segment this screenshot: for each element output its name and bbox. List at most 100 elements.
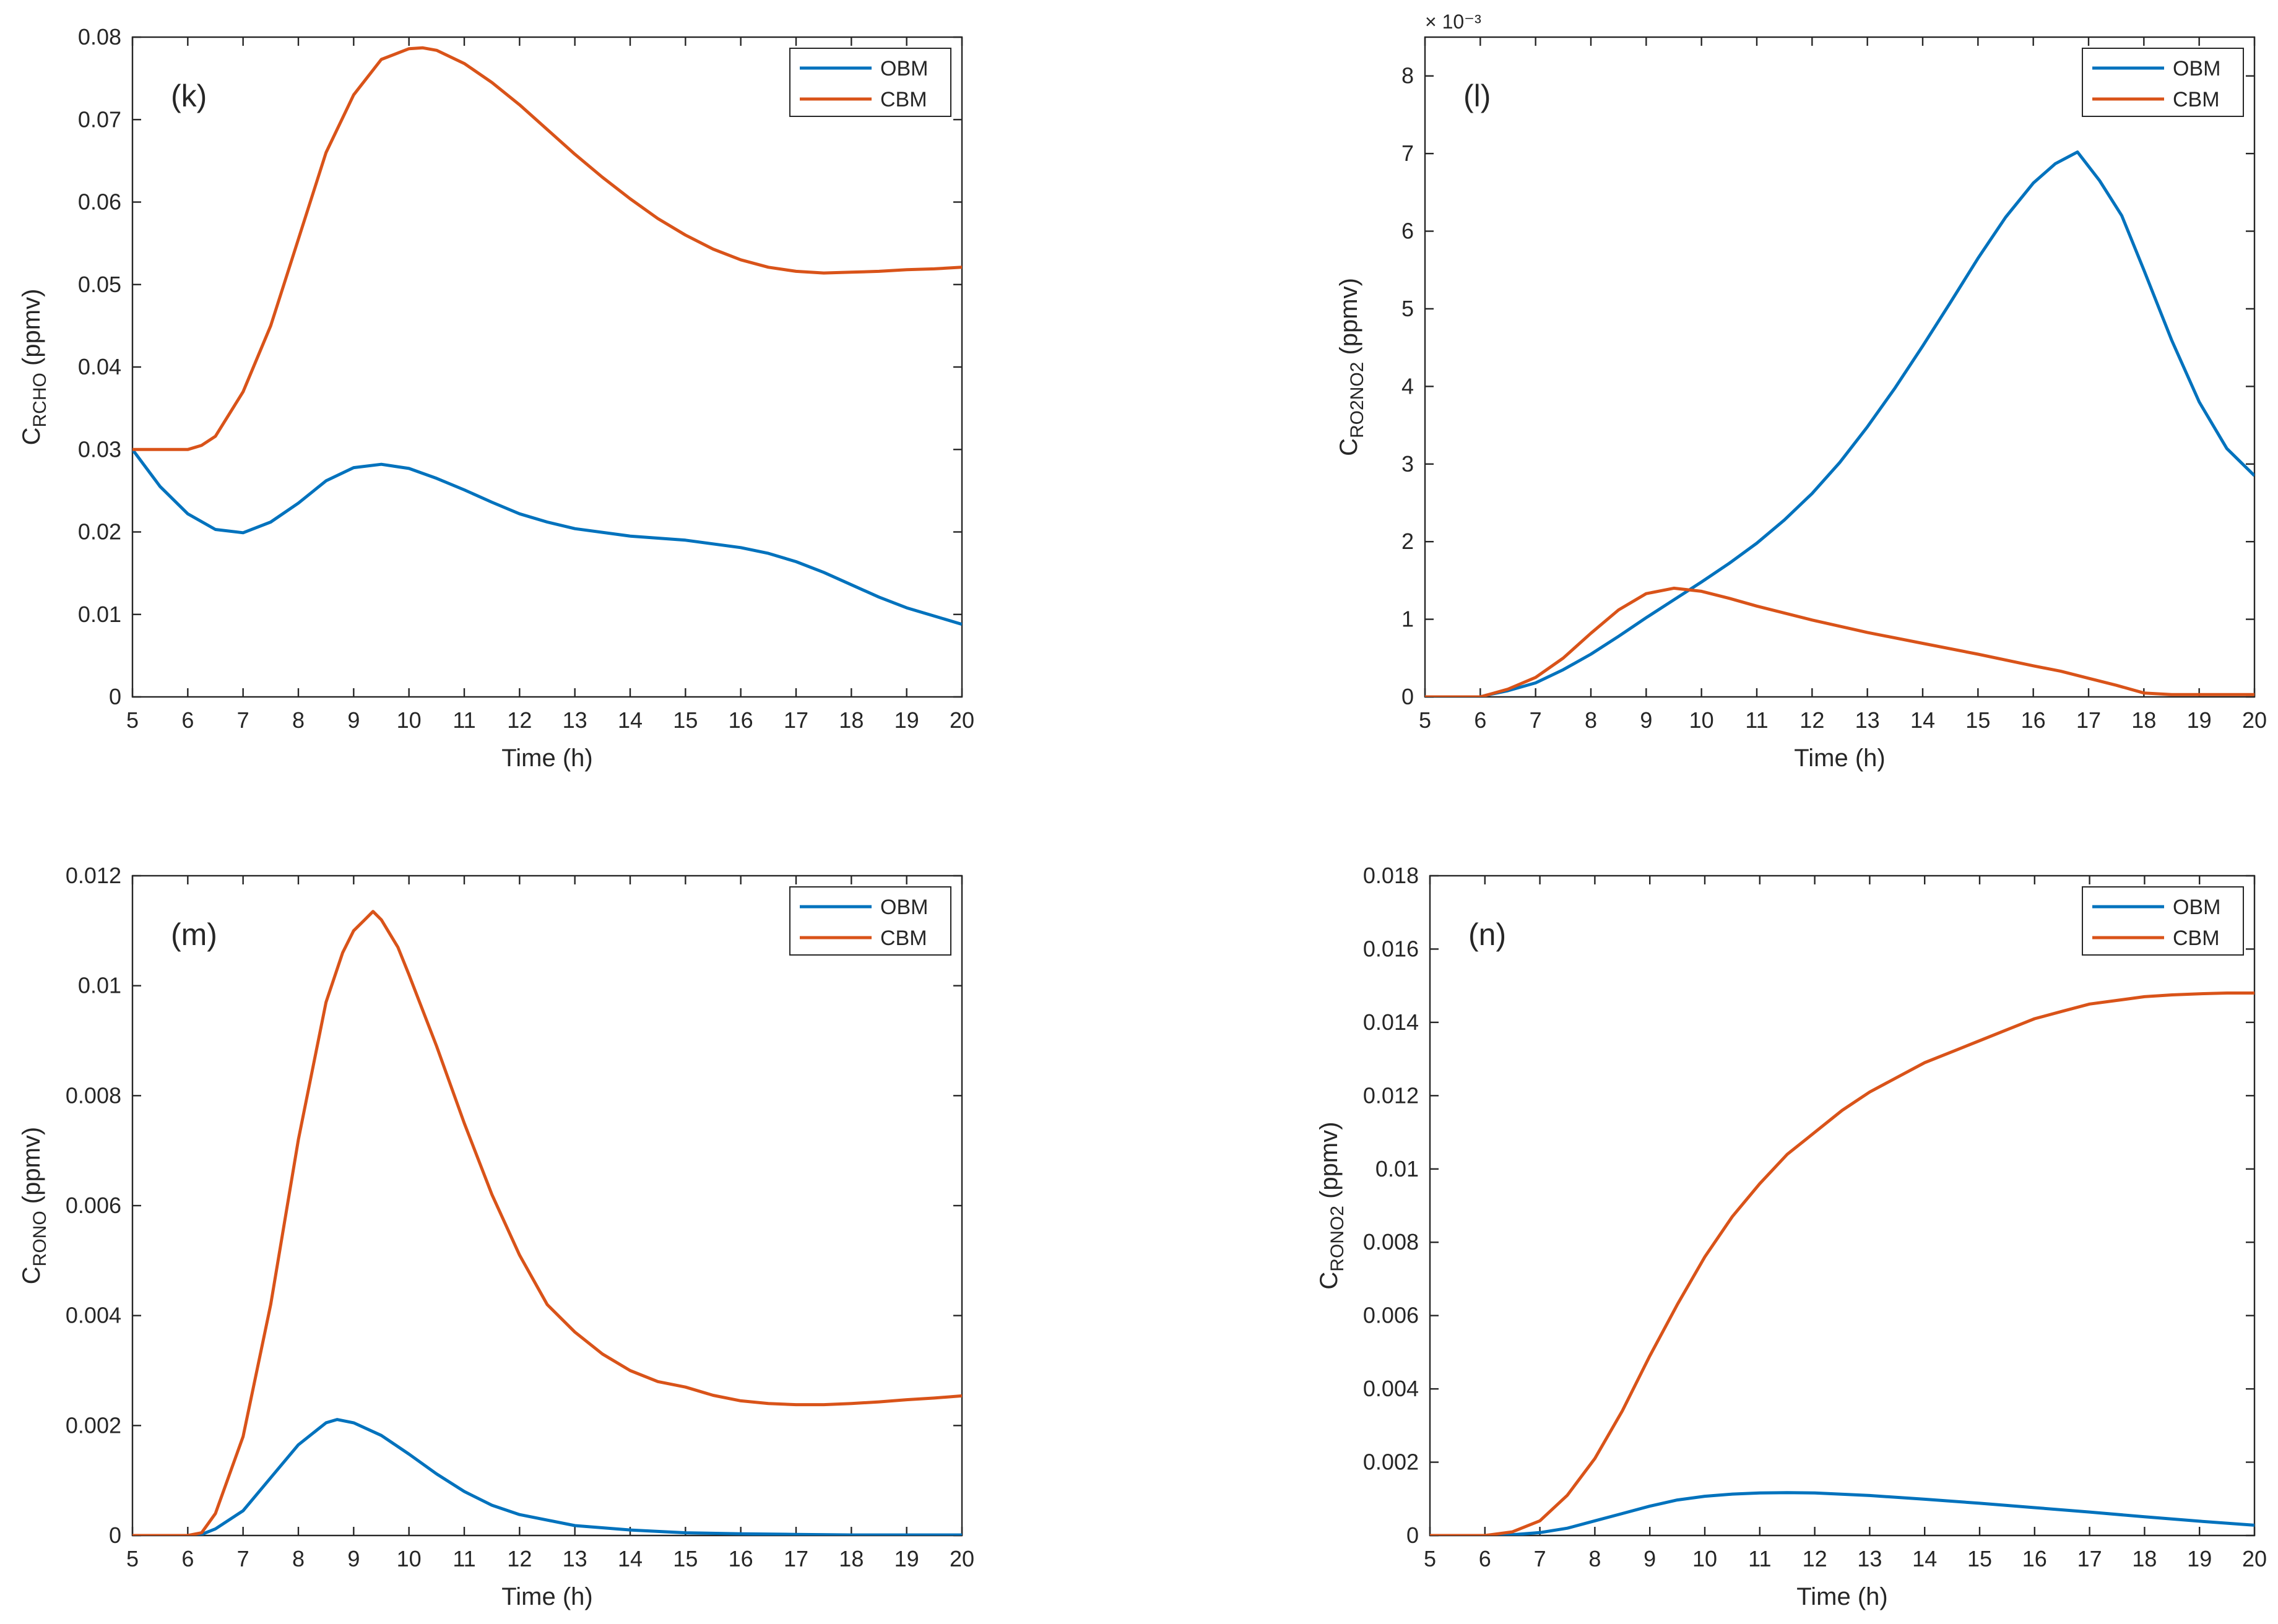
x-tick-label: 12 bbox=[507, 707, 532, 733]
panel-label: (m) bbox=[171, 917, 217, 952]
legend-label-cbm: CBM bbox=[880, 926, 927, 950]
x-tick-label: 6 bbox=[181, 1546, 194, 1571]
x-tick-label: 20 bbox=[950, 707, 974, 733]
x-tick-label: 11 bbox=[1748, 1546, 1771, 1571]
x-tick-label: 17 bbox=[784, 707, 808, 733]
axes-box bbox=[1424, 36, 2256, 698]
y-tick-label: 2 bbox=[1401, 529, 1414, 554]
y-axis-label: CRO2NO2 (ppmv) bbox=[1335, 278, 1367, 456]
x-tick-label: 18 bbox=[839, 707, 864, 733]
x-tick-label: 19 bbox=[894, 1546, 919, 1571]
x-tick-label: 17 bbox=[2077, 1546, 2102, 1571]
y-tick-label: 0.01 bbox=[1375, 1156, 1419, 1181]
panel-m: 5 6 7 8 9 10 11 12 13 14 15 16 17 18 19 20 0 0.002 0.004 0.… bbox=[18, 863, 974, 1610]
legend-label-cbm: CBM bbox=[2173, 88, 2220, 111]
series-line-cbm bbox=[1425, 586, 2254, 697]
x-tick-label: 14 bbox=[1912, 1546, 1937, 1571]
legend-box bbox=[789, 886, 951, 956]
x-tick-label: 14 bbox=[618, 1546, 643, 1571]
y-tick-label: 0.01 bbox=[78, 602, 121, 627]
x-tick-label: 10 bbox=[397, 1546, 422, 1571]
y-axis-label: CRONO (ppmv) bbox=[18, 1127, 50, 1284]
y-tick-label: 8 bbox=[1401, 63, 1414, 89]
axes-box bbox=[131, 36, 963, 698]
y-exponent-label: × 10⁻³ bbox=[1425, 11, 1481, 33]
x-tick-label: 8 bbox=[292, 707, 305, 733]
series-line-cbm bbox=[132, 46, 962, 451]
y-tick-label: 0.07 bbox=[78, 106, 121, 132]
y-tick-label: 0.018 bbox=[1363, 863, 1419, 888]
x-tick-label: 9 bbox=[1644, 1546, 1656, 1571]
panel-k: 5 6 7 8 9 10 11 12 13 14 15 16 17 18 19 20 0 0.01 0.02 0.03… bbox=[18, 24, 974, 772]
legend-label-cbm: CBM bbox=[880, 88, 927, 111]
y-tick-label: 0.02 bbox=[78, 519, 121, 545]
legend: OBM CBM bbox=[789, 48, 951, 117]
y-tick-label: 0.002 bbox=[66, 1412, 121, 1438]
legend: OBM CBM bbox=[2082, 48, 2244, 117]
y-tick-label: 0.016 bbox=[1363, 936, 1419, 961]
x-tick-label: 19 bbox=[2187, 1546, 2212, 1571]
y-tick-label: 0.006 bbox=[66, 1193, 121, 1218]
y-tick-label: 0.002 bbox=[1363, 1449, 1419, 1475]
x-tick-label: 14 bbox=[618, 707, 643, 733]
x-tick-label: 11 bbox=[1745, 707, 1768, 733]
y-tick-label: 0 bbox=[109, 1522, 121, 1548]
x-tick-label: 16 bbox=[2022, 1546, 2047, 1571]
x-tick-label: 18 bbox=[2131, 707, 2156, 733]
y-tick-label: 3 bbox=[1401, 451, 1414, 477]
x-tick-label: 9 bbox=[1640, 707, 1652, 733]
y-tick-label: 0.012 bbox=[66, 863, 121, 888]
legend-box bbox=[2082, 48, 2244, 117]
x-tick-label: 8 bbox=[1585, 707, 1597, 733]
y-tick-label: 6 bbox=[1401, 218, 1414, 244]
legend: OBM CBM bbox=[789, 886, 951, 956]
legend-box bbox=[2082, 886, 2244, 956]
x-tick-label: 13 bbox=[563, 707, 587, 733]
x-tick-label: 7 bbox=[237, 1546, 249, 1571]
x-tick-label: 18 bbox=[2132, 1546, 2157, 1571]
y-tick-label: 0.014 bbox=[1363, 1009, 1419, 1035]
x-tick-label: 10 bbox=[397, 707, 422, 733]
x-tick-label: 14 bbox=[1910, 707, 1935, 733]
y-tick-label: 0.01 bbox=[78, 973, 121, 998]
x-tick-label: 8 bbox=[292, 1546, 305, 1571]
series-line-cbm bbox=[132, 910, 962, 1535]
x-tick-label: 16 bbox=[729, 707, 753, 733]
x-tick-label: 18 bbox=[839, 1546, 864, 1571]
x-tick-label: 7 bbox=[237, 707, 249, 733]
y-tick-label: 7 bbox=[1401, 140, 1414, 166]
x-tick-label: 8 bbox=[1588, 1546, 1601, 1571]
y-tick-label: 0.05 bbox=[78, 272, 121, 297]
x-tick-label: 17 bbox=[2076, 707, 2101, 733]
axes-box bbox=[1429, 875, 2256, 1537]
y-tick-label: 0.008 bbox=[1363, 1229, 1419, 1255]
y-tick-label: 0.03 bbox=[78, 436, 121, 462]
y-tick-label: 0 bbox=[1406, 1522, 1419, 1548]
x-tick-label: 15 bbox=[1967, 1546, 1992, 1571]
x-axis-label: Time (h) bbox=[501, 745, 592, 772]
x-tick-label: 19 bbox=[2187, 707, 2212, 733]
y-tick-label: 0.08 bbox=[78, 24, 121, 50]
x-tick-label: 12 bbox=[507, 1546, 532, 1571]
y-tick-label: 5 bbox=[1401, 296, 1414, 321]
series-line-obm bbox=[132, 448, 962, 626]
x-tick-label: 6 bbox=[1479, 1546, 1491, 1571]
y-tick-label: 4 bbox=[1401, 373, 1414, 399]
x-tick-label: 11 bbox=[453, 707, 475, 733]
x-tick-label: 16 bbox=[729, 1546, 753, 1571]
y-tick-label: 0 bbox=[1401, 684, 1414, 709]
series-line-obm bbox=[1425, 150, 2254, 697]
y-axis-label: CRONO2 (ppmv) bbox=[1315, 1121, 1348, 1289]
x-tick-label: 9 bbox=[347, 707, 360, 733]
y-tick-label: 0.008 bbox=[66, 1082, 121, 1108]
y-axis-label: CRCHO (ppmv) bbox=[18, 289, 50, 446]
x-tick-label: 11 bbox=[453, 1546, 475, 1571]
legend-label-obm: OBM bbox=[880, 896, 928, 919]
legend-label-obm: OBM bbox=[2173, 57, 2220, 80]
y-tick-label: 0.06 bbox=[78, 189, 121, 215]
x-tick-label: 13 bbox=[1855, 707, 1880, 733]
x-tick-label: 7 bbox=[1530, 707, 1542, 733]
